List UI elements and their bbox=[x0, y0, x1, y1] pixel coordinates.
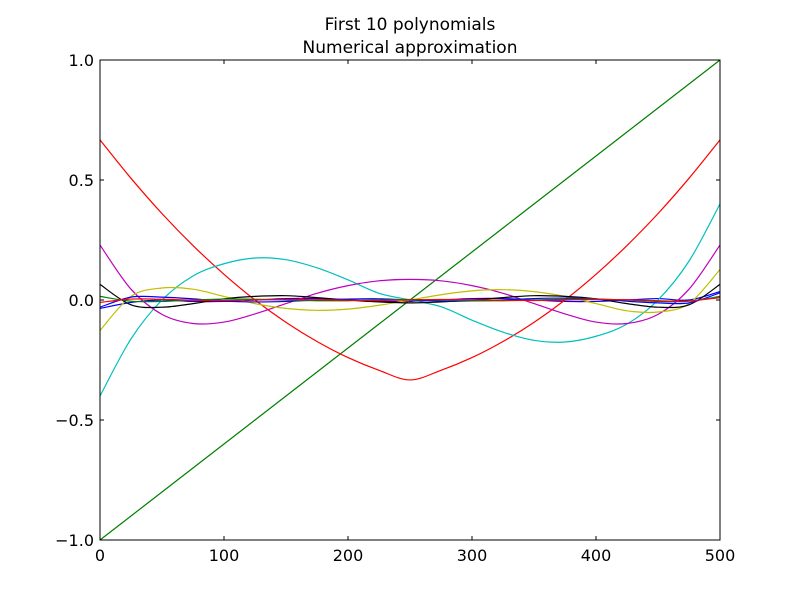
x-tick-label: 400 bbox=[581, 546, 612, 565]
plot-frame bbox=[99, 59, 721, 541]
y-tick-label: −1.0 bbox=[55, 531, 94, 550]
series-lines bbox=[99, 59, 721, 541]
x-tick-label: 0 bbox=[95, 546, 105, 565]
y-tick-label: 1.0 bbox=[69, 51, 94, 70]
series-line-2 bbox=[99, 139, 721, 381]
x-tick-label: 500 bbox=[705, 546, 736, 565]
x-tick-label: 300 bbox=[457, 546, 488, 565]
series-line-6 bbox=[99, 283, 721, 309]
chart-title-line-1: First 10 polynomials bbox=[325, 15, 496, 35]
series-line-4 bbox=[99, 244, 721, 325]
tick-labels: 0 100 200 300 400 500 −1.0 −0.5 0.0 0.5 1.0 bbox=[55, 51, 735, 565]
y-tick-label: 0.5 bbox=[69, 171, 94, 190]
series-line-9 bbox=[99, 297, 721, 303]
chart-title-line-2: Numerical approximation bbox=[303, 38, 518, 58]
x-tick-label: 100 bbox=[209, 546, 240, 565]
y-tick-label: −0.5 bbox=[55, 411, 94, 430]
x-tick-label: 200 bbox=[333, 546, 364, 565]
y-tick-label: 0.0 bbox=[69, 291, 94, 310]
